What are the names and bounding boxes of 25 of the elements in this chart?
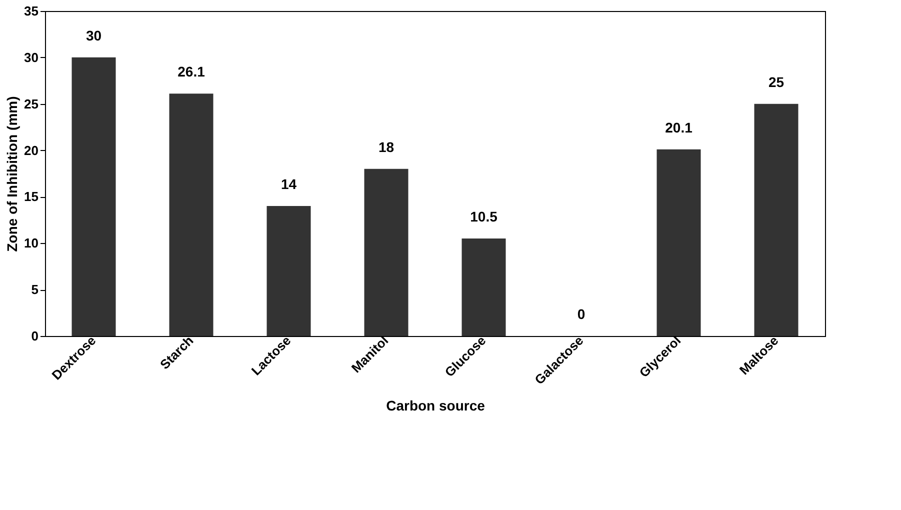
bar <box>364 168 408 336</box>
bar <box>462 238 506 336</box>
data-label: 30 <box>86 27 102 44</box>
data-label: 25 <box>768 74 784 90</box>
y-axis-title: Zone of Inhibition (mm) <box>4 96 20 252</box>
y-tick-label: 20 <box>24 142 38 158</box>
data-label: 14 <box>280 176 297 192</box>
data-label: 18 <box>378 138 394 155</box>
y-tick-label: 30 <box>24 50 38 65</box>
data-label: 10.5 <box>470 208 498 224</box>
x-axis-title: Carbon source <box>386 397 486 414</box>
y-tick-label: 15 <box>24 189 38 204</box>
bar <box>656 149 701 336</box>
data-label: 0 <box>577 306 586 322</box>
data-label: 20.1 <box>665 119 693 136</box>
bar <box>72 57 116 336</box>
y-tick-label: 5 <box>31 282 38 298</box>
y-tick-label: 0 <box>31 328 38 344</box>
data-label: 26.1 <box>178 64 206 80</box>
bar <box>169 94 214 336</box>
y-tick-label: 10 <box>24 236 38 251</box>
bar <box>266 206 311 336</box>
y-tick-label: 25 <box>24 96 38 112</box>
bar <box>754 104 798 336</box>
y-tick-label: 35 <box>24 4 38 18</box>
